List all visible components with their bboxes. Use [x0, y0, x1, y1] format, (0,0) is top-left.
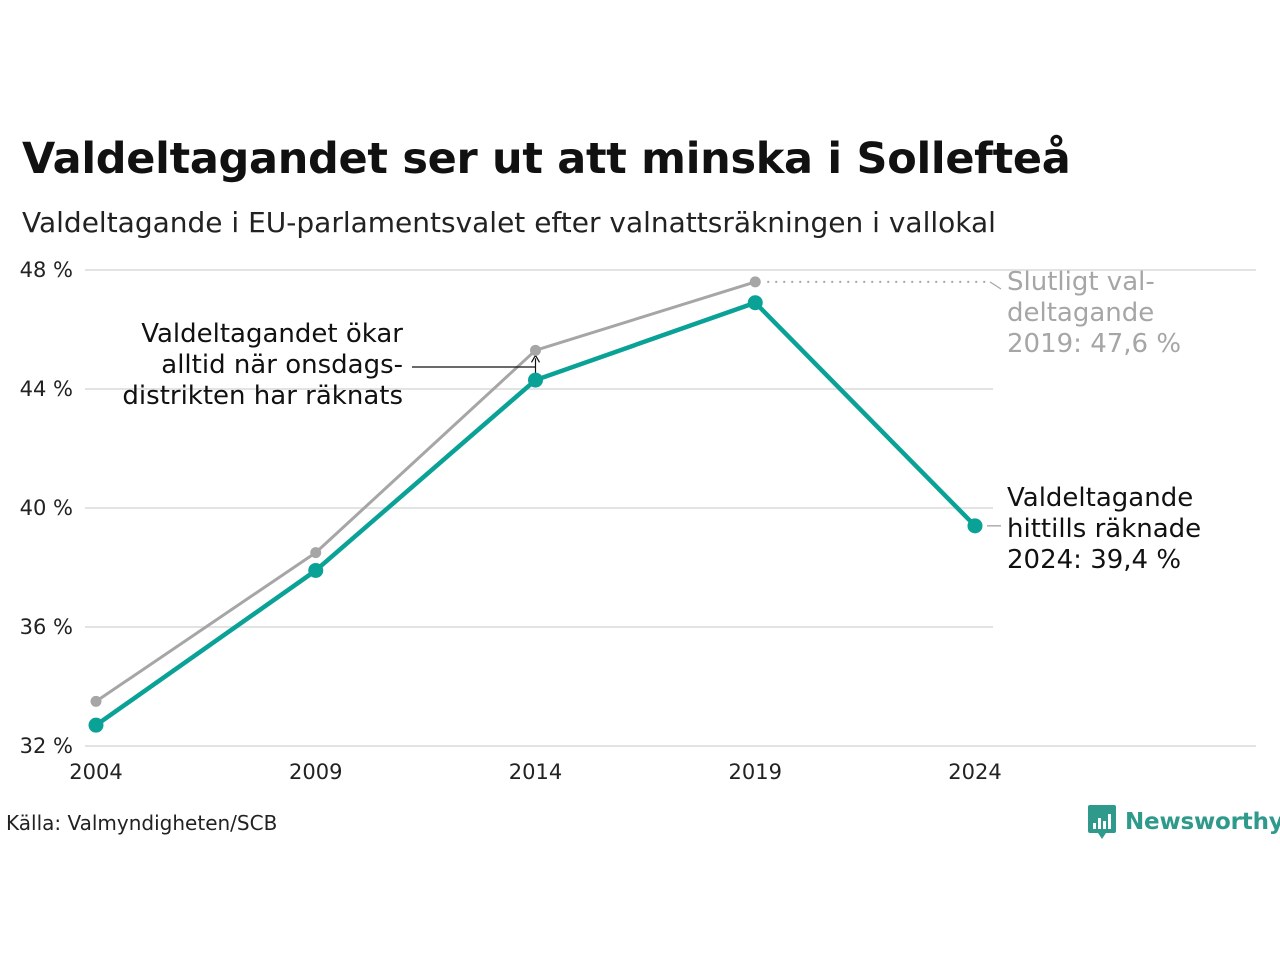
- annotation-wednesday-line-3: distrikten har räknats: [122, 381, 403, 411]
- series-line-final: [94, 280, 757, 703]
- x-tick-label-2014: 2014: [509, 760, 562, 784]
- y-axis-tick-labels: 32 % 36 % 40 % 44 % 48 %: [20, 258, 73, 758]
- annotation-final-2019-line-2: deltagande: [1007, 298, 1154, 328]
- chart-subtitle: Valdeltagande i EU-parlamentsvalet efter…: [22, 206, 996, 239]
- x-axis-tick-labels: 2004 2009 2014 2019 2024: [69, 760, 1001, 784]
- x-tick-label-2019: 2019: [729, 760, 782, 784]
- y-tick-label-32: 32 %: [20, 734, 73, 758]
- annotation-counted-2024-line-3: 2024: 39,4 %: [1007, 545, 1181, 575]
- point-counted-2014: [528, 372, 543, 388]
- source-note: Källa: Valmyndigheten/SCB: [6, 811, 278, 835]
- newsworthy-logo-text: Newsworthy: [1125, 809, 1280, 835]
- annotation-wednesday-line-1: Valdeltagandet ökar: [141, 319, 403, 349]
- point-counted-2009: [308, 562, 324, 578]
- point-final-2004: [90, 695, 102, 707]
- x-tick-label-2024: 2024: [948, 760, 1001, 784]
- x-tick-label-2009: 2009: [289, 760, 342, 784]
- y-tick-label-48: 48 %: [20, 258, 73, 282]
- y-tick-label-36: 36 %: [20, 615, 73, 639]
- x-tick-label-2004: 2004: [69, 760, 122, 784]
- newsworthy-logo-icon: [1088, 805, 1116, 839]
- point-final-2009: [310, 547, 322, 559]
- annotation-counted-2024-line-1: Valdeltagande: [1007, 483, 1193, 513]
- annotation-counted-2024-line-2: hittills räknade: [1007, 514, 1201, 544]
- series-points: [88, 276, 983, 733]
- chart-title: Valdeltagandet ser ut att minska i Solle…: [22, 134, 1071, 184]
- y-tick-label-40: 40 %: [20, 496, 73, 520]
- point-final-2014: [530, 344, 541, 356]
- y-tick-label-44: 44 %: [20, 377, 73, 401]
- newsworthy-logo: Newsworthy: [1087, 804, 1280, 840]
- point-counted-2019: [747, 295, 763, 311]
- annotation-wednesday-line-2: alltid när onsdags-: [161, 350, 403, 380]
- point-final-2019: [749, 276, 761, 288]
- annotation-final-2019-tick: [989, 281, 1002, 290]
- point-counted-2024: [967, 518, 983, 534]
- annotation-final-2019-line-1: Slutligt val-: [1007, 267, 1155, 297]
- point-counted-2004: [88, 717, 104, 733]
- annotation-final-2019-line-3: 2019: 47,6 %: [1007, 329, 1181, 359]
